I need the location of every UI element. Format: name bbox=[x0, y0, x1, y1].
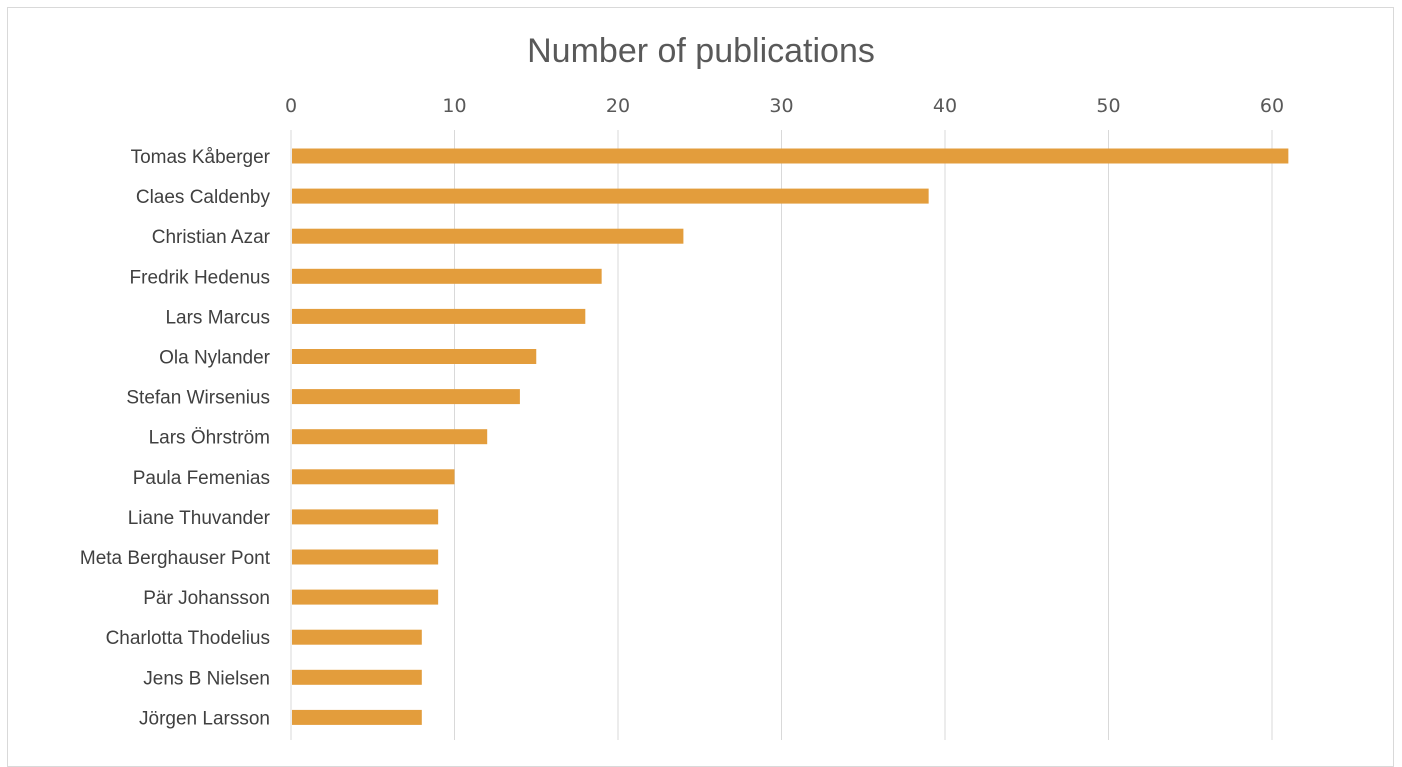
x-tick-label: 30 bbox=[769, 95, 793, 117]
bar bbox=[292, 709, 422, 725]
category-label: Christian Azar bbox=[152, 227, 271, 248]
bar bbox=[292, 228, 684, 244]
x-tick-label: 20 bbox=[606, 95, 630, 117]
category-label: Paula Femenias bbox=[133, 468, 270, 489]
x-axis-ticks: 0 10 20 30 40 50 60 bbox=[285, 95, 1284, 117]
category-label: Liane Thuvander bbox=[128, 508, 271, 529]
chart-title: Number of publications bbox=[527, 32, 875, 70]
category-label: Jens B Nielsen bbox=[143, 668, 270, 689]
bar bbox=[292, 429, 488, 445]
category-label: Claes Caldenby bbox=[136, 187, 271, 208]
bar bbox=[292, 148, 1289, 164]
category-label: Tomas Kåberger bbox=[131, 147, 271, 168]
bar bbox=[292, 469, 455, 485]
bars bbox=[292, 148, 1289, 725]
category-label: Charlotta Thodelius bbox=[106, 628, 270, 649]
category-label: Lars Marcus bbox=[165, 307, 270, 328]
bar bbox=[292, 188, 929, 204]
category-labels: Tomas Kåberger Claes Caldenby Christian Az… bbox=[80, 147, 271, 729]
bar bbox=[292, 349, 537, 364]
bar bbox=[292, 308, 586, 324]
bar bbox=[292, 629, 422, 645]
x-tick-label: 50 bbox=[1096, 95, 1120, 117]
bar bbox=[292, 389, 520, 405]
x-tick-label: 10 bbox=[442, 95, 466, 117]
bar bbox=[292, 549, 439, 565]
category-label: Jörgen Larsson bbox=[139, 708, 270, 729]
bar bbox=[292, 589, 439, 605]
category-label: Fredrik Hedenus bbox=[130, 267, 270, 288]
category-label: Stefan Wirsenius bbox=[126, 388, 270, 409]
chart-frame bbox=[7, 7, 1394, 767]
bar bbox=[292, 268, 602, 284]
category-label: Lars Öhrström bbox=[149, 428, 270, 449]
x-tick-label: 0 bbox=[285, 95, 297, 117]
bar bbox=[292, 669, 422, 685]
bar bbox=[292, 509, 439, 525]
x-tick-label: 40 bbox=[933, 95, 957, 117]
category-label: Pär Johansson bbox=[143, 588, 270, 609]
category-label: Meta Berghauser Pont bbox=[80, 548, 271, 569]
category-label: Ola Nylander bbox=[159, 348, 271, 369]
x-tick-label: 60 bbox=[1260, 95, 1284, 117]
gridlines bbox=[454, 130, 1273, 740]
